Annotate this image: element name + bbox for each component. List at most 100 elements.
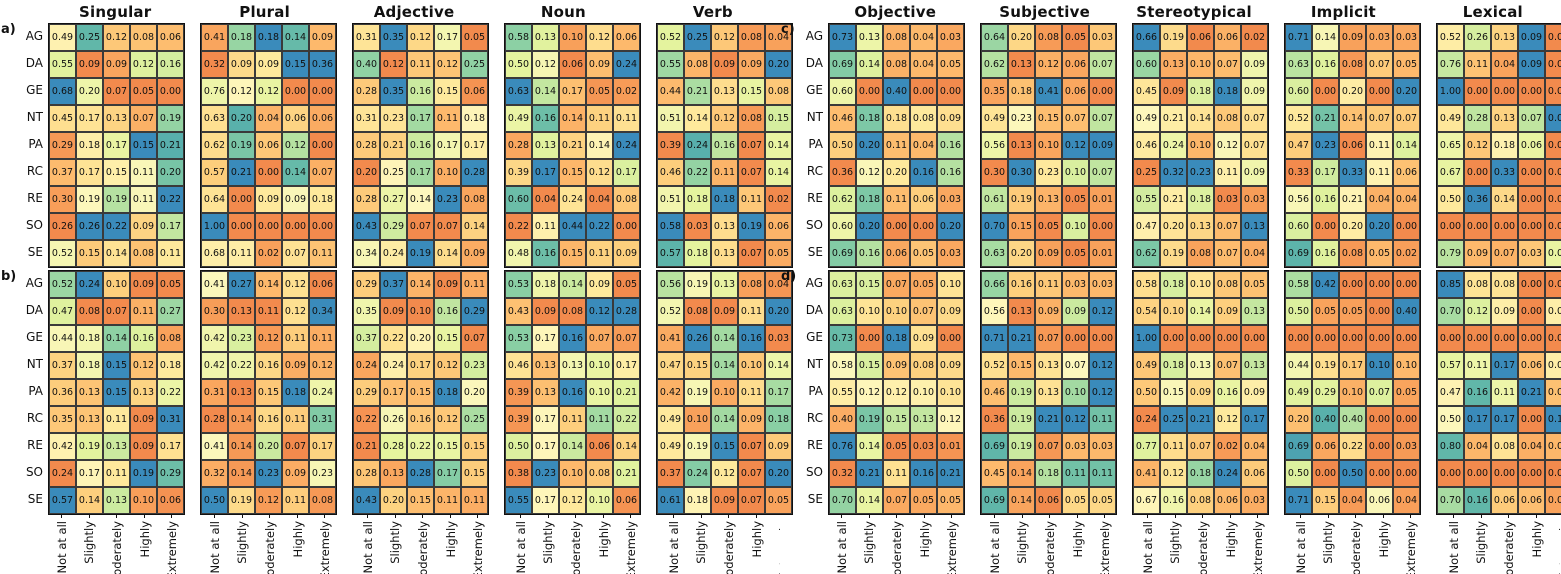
grid-x-labels: Not at all Slightly Moderately Highly Extrem… <box>201 514 339 574</box>
heatmap-cell: 0.47 <box>49 297 76 325</box>
panel-b: b) AG DA GE NT PA RC RE SO SE 0.52 0.24 0.10 0.09 0.05… <box>0 269 793 515</box>
heatmap-cell: 0.55 <box>829 378 856 406</box>
heatmap-cell: 0.00 <box>228 212 255 240</box>
heatmap-cell: 0.10 <box>856 297 883 325</box>
heatmap-cell: 0.18 <box>434 378 461 406</box>
heatmap-cell: 0.22 <box>407 432 434 460</box>
heatmap-cell: 0.08 <box>613 185 640 213</box>
heatmap-cell: 0.09 <box>1339 23 1366 51</box>
heatmap-cell: 0.06 <box>255 131 282 159</box>
x-axis-label: Moderately <box>1042 520 1057 574</box>
heatmap-cell: 0.05 <box>157 270 184 298</box>
heatmap-cell: 0.00 <box>1160 324 1187 352</box>
heatmap-cell: 0.71 <box>1285 486 1312 514</box>
grid-title-row: Singular Plural Adjective Noun Verb <box>48 0 780 23</box>
heatmap-cell: 0.21 <box>228 158 255 186</box>
heatmap-cell: 0.13 <box>532 378 559 406</box>
x-axis-label: Extremely <box>945 520 960 574</box>
heatmap-cell: 0.07 <box>586 324 613 352</box>
heatmap-cell: 0.04 <box>910 23 937 51</box>
heatmap-cell: 0.07 <box>1241 104 1268 132</box>
heatmap-cell: 0.09 <box>461 239 488 267</box>
heatmap-cell: 0.00 <box>1545 158 1561 186</box>
heatmap-cell: 0.09 <box>309 23 336 51</box>
heatmap-cell: 0.00 <box>1518 77 1545 105</box>
heatmap-cell: 0.50 <box>1285 459 1312 487</box>
heatmap-cell: 0.15 <box>130 131 157 159</box>
heatmap-cell: 0.21 <box>1035 405 1062 433</box>
heatmap-cell: 0.11 <box>738 378 765 406</box>
heatmap-cell: 0.73 <box>829 23 856 51</box>
heatmap-cell: 0.13 <box>1035 351 1062 379</box>
x-axis-label: Not at all <box>666 520 681 574</box>
heatmap-cell: 0.18 <box>1187 459 1214 487</box>
heatmap-cell: 0.16 <box>130 324 157 352</box>
heatmap-cell: 0.14 <box>711 324 738 352</box>
heatmap-cell: 0.15 <box>1312 486 1339 514</box>
x-axis-tick: Extremely <box>158 514 186 574</box>
heatmap-cell: 0.16 <box>738 324 765 352</box>
heatmap-cell: 0.18 <box>883 104 910 132</box>
heatmap-cell: 0.18 <box>532 270 559 298</box>
x-axis-tick: Moderately <box>883 514 911 574</box>
heatmap-cell: 0.10 <box>559 23 586 51</box>
heatmap-cell: 0.11 <box>103 405 130 433</box>
heatmap-cell: 0.31 <box>353 23 380 51</box>
heatmap-cell: 0.61 <box>657 486 684 514</box>
heatmap-cell: 0.62 <box>1133 239 1160 267</box>
heatmap-cell: 0.00 <box>1545 77 1561 105</box>
x-axis-label: Not at all <box>1140 520 1155 574</box>
heatmap-cell: 0.09 <box>282 351 309 379</box>
heatmap-cell: 0.25 <box>76 23 103 51</box>
heatmap-cell: 0.20 <box>76 77 103 105</box>
heatmap-cell: 0.03 <box>937 239 964 267</box>
panel-letter: a) <box>1 21 16 37</box>
grid-title: Implicit <box>1310 2 1376 21</box>
heatmap-cell: 0.04 <box>910 50 937 78</box>
heatmap-cell: 0.18 <box>684 486 711 514</box>
heatmap-cell: 0.00 <box>1545 459 1561 487</box>
heatmap-cell: 0.05 <box>1339 297 1366 325</box>
heatmap-cell: 0.10 <box>1160 297 1187 325</box>
heatmap-cell: 0.10 <box>910 378 937 406</box>
row-label: DA <box>805 55 823 70</box>
heatmap-cell: 0.00 <box>1518 158 1545 186</box>
heatmap-cell: 0.21 <box>1312 104 1339 132</box>
heatmap-cell: 0.41 <box>657 324 684 352</box>
heatmap-cell: 0.09 <box>282 459 309 487</box>
heatmap-cell: 0.10 <box>407 297 434 325</box>
heatmap-cell: 0.29 <box>353 378 380 406</box>
heatmap-cell: 0.17 <box>1491 405 1518 433</box>
heatmap-cell: 0.23 <box>1035 158 1062 186</box>
x-axis-tick: Highly <box>1064 514 1092 574</box>
heatmap-cell: 0.09 <box>434 270 461 298</box>
heatmap-cell: 0.14 <box>559 104 586 132</box>
heatmap-cell: 0.14 <box>856 486 883 514</box>
heatmap-cell: 0.20 <box>883 158 910 186</box>
row-label: GE <box>806 329 823 344</box>
heatmap-cell: 0.47 <box>1133 212 1160 240</box>
heatmap-cell: 0.00 <box>1545 23 1561 51</box>
heatmap-cell: 0.50 <box>1437 405 1464 433</box>
heatmap-cell: 0.55 <box>49 50 76 78</box>
heatmap-cell: 0.32 <box>201 50 228 78</box>
heatmap-cell: 0.18 <box>684 239 711 267</box>
x-axis-label: Moderately <box>1348 520 1363 574</box>
heatmap-cell: 0.16 <box>1464 486 1491 514</box>
heatmap-cell: 0.10 <box>586 378 613 406</box>
heatmap-cell: 0.06 <box>559 50 586 78</box>
panel-letter: c) <box>781 21 795 37</box>
heatmap-cell: 0.12 <box>434 50 461 78</box>
heatmap-cell: 0.31 <box>353 104 380 132</box>
grid-title: Singular <box>79 2 152 21</box>
heatmap-cell: 0.14 <box>856 50 883 78</box>
heatmap-cell: 0.07 <box>1089 50 1116 78</box>
heatmap-cell: 0.21 <box>1339 185 1366 213</box>
heatmap-cell: 0.02 <box>1214 432 1241 460</box>
heatmap-cell: 0.06 <box>157 486 184 514</box>
heatmap-cell: 0.04 <box>1464 432 1491 460</box>
heatmap-cell: 0.09 <box>586 50 613 78</box>
heatmap-cell: 0.44 <box>49 324 76 352</box>
heatmap-cell: 0.09 <box>130 212 157 240</box>
heatmap-cell: 0.18 <box>1491 131 1518 159</box>
